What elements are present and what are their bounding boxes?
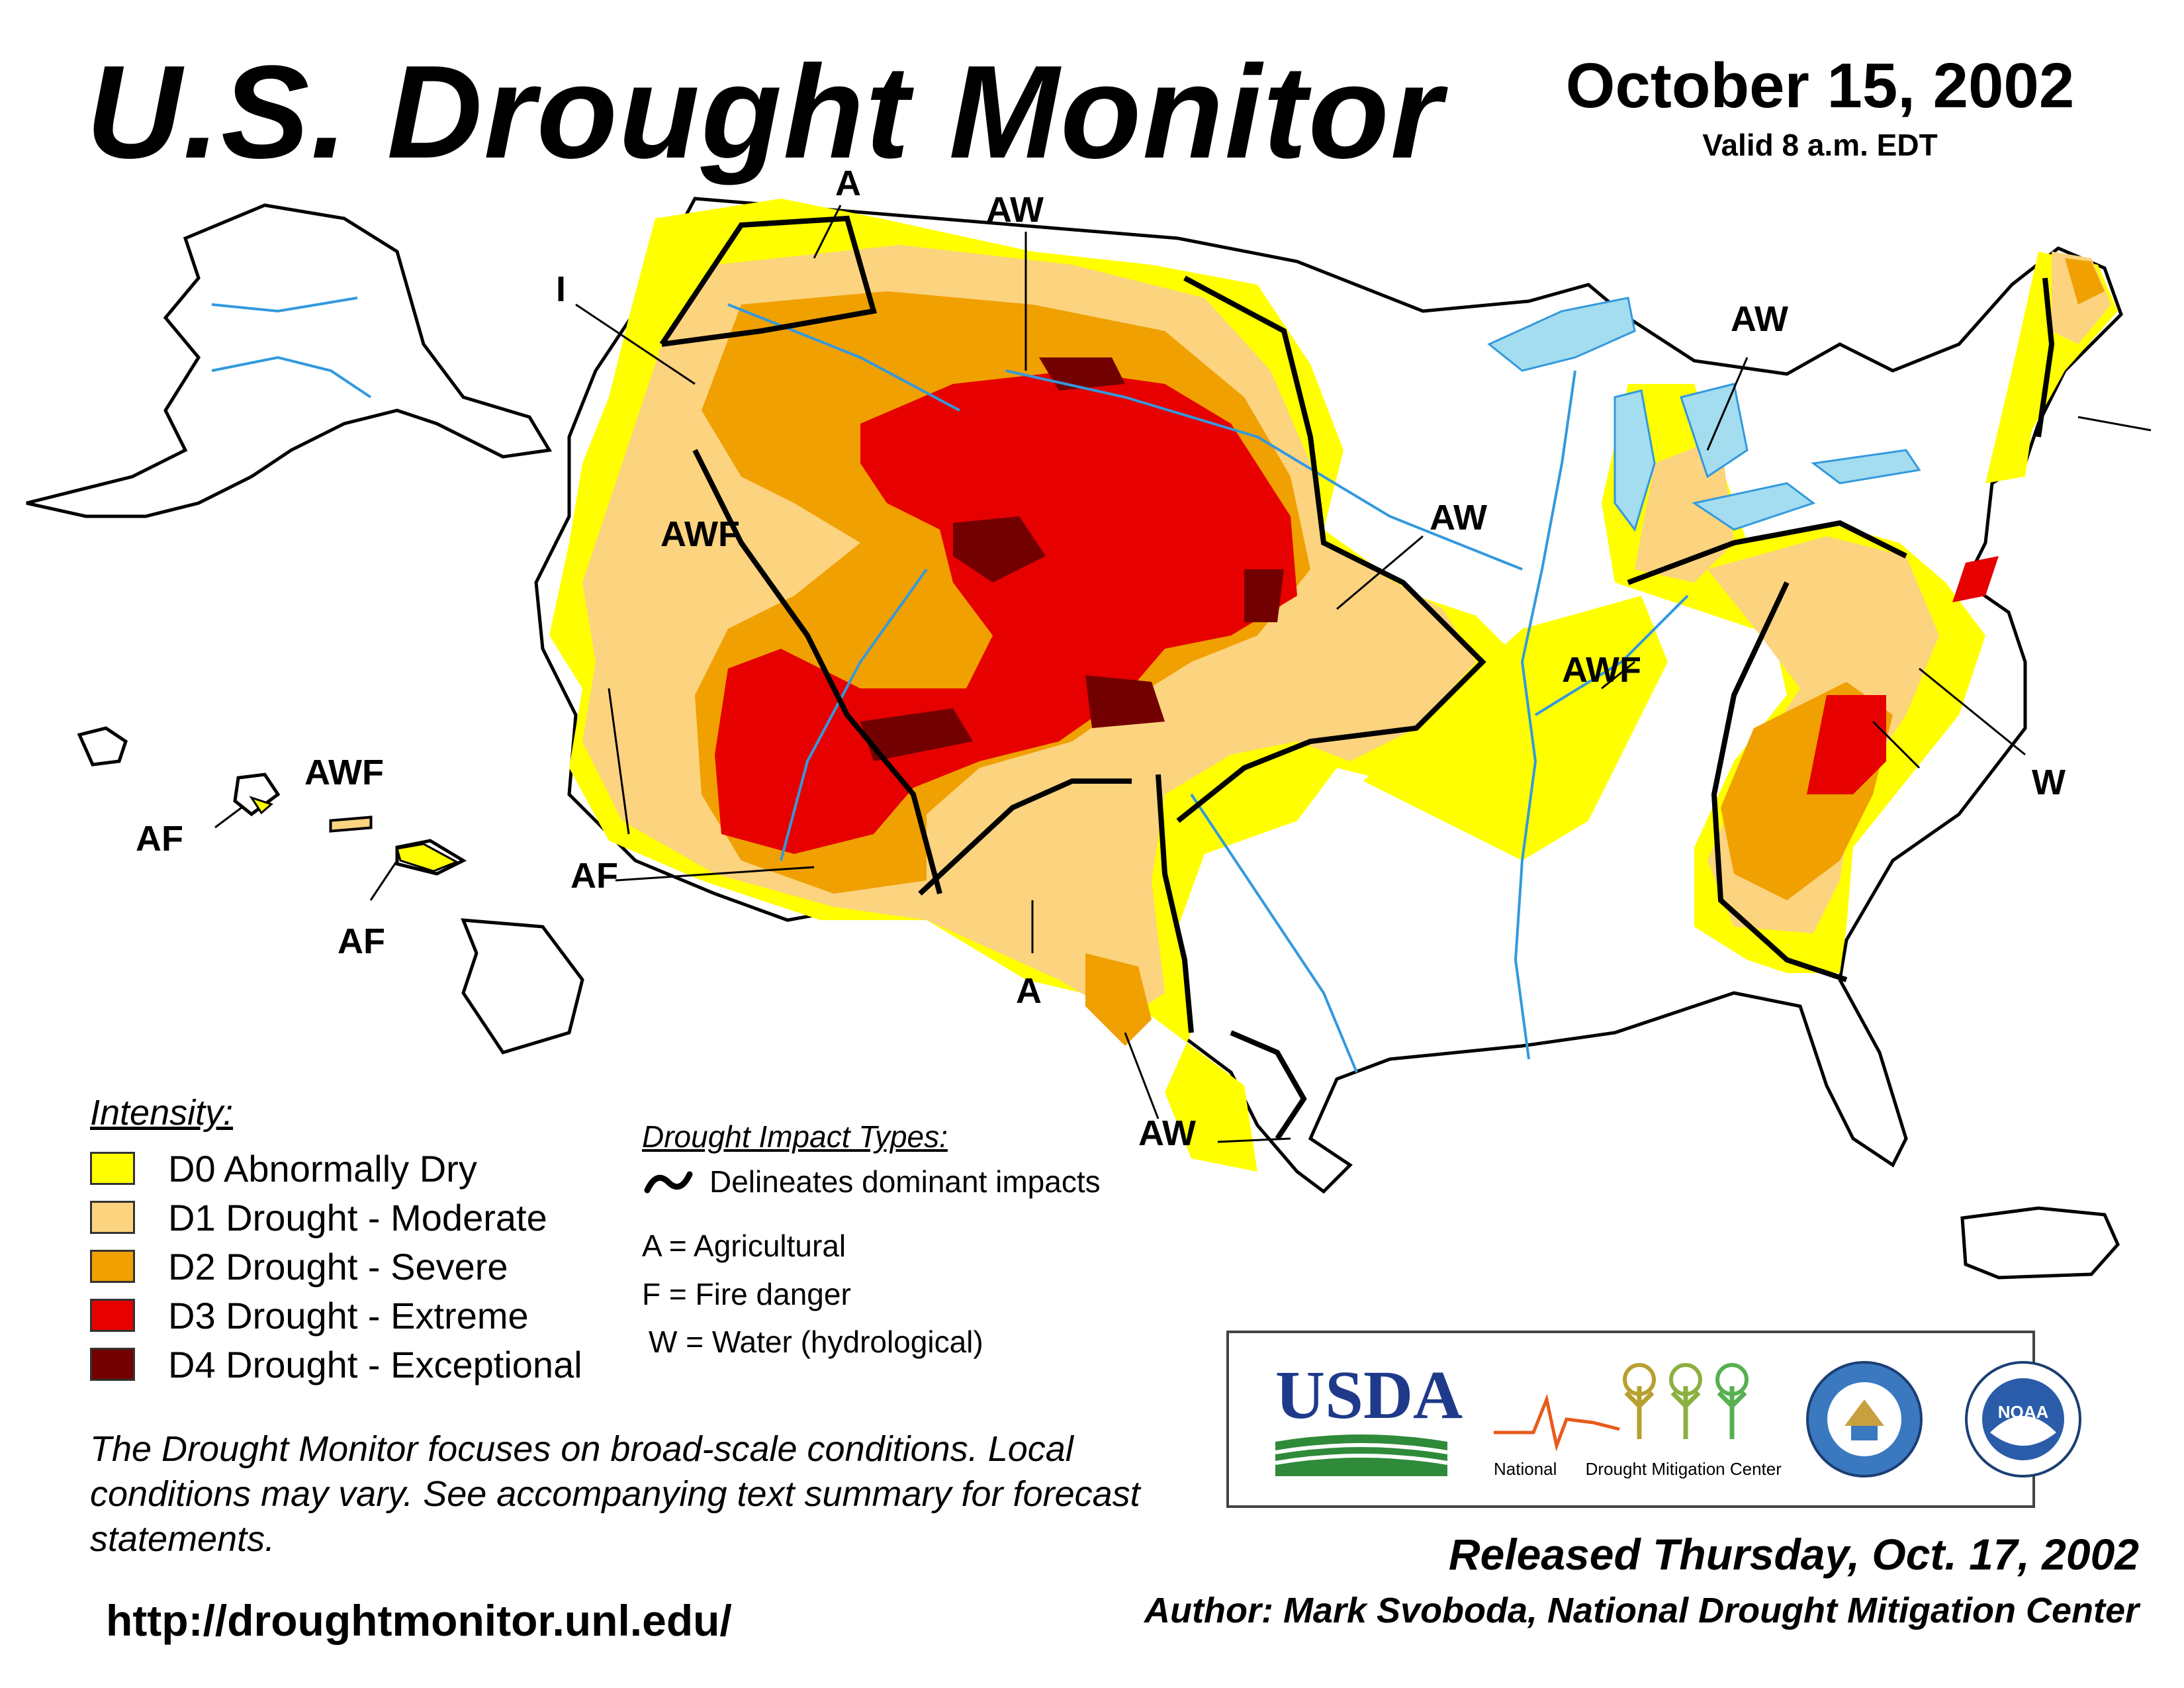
delineation-line-icon	[644, 1171, 693, 1194]
impact-agricultural: A = Agricultural	[642, 1229, 846, 1263]
legend-label: D1 Drought - Moderate	[168, 1196, 547, 1239]
d1-east	[1635, 437, 1939, 933]
legend-item-d1: D1 Drought - Moderate	[90, 1196, 547, 1239]
impact-label: AWF	[660, 514, 740, 554]
release-date: Released Thursday, Oct. 17, 2002	[1448, 1530, 2139, 1579]
trees-icon	[1494, 1363, 1749, 1452]
impact-delineation-key: Delineates dominant impacts	[642, 1164, 1101, 1199]
puerto-rico	[1960, 1206, 2120, 1280]
ndmc-logo: National Drought Mitigation Center	[1494, 1360, 1782, 1492]
impact-label: AW	[1138, 1113, 1196, 1153]
hawaii-d1	[330, 816, 372, 832]
valid-time: Valid 8 a.m. EDT	[1702, 128, 1938, 162]
impact-label: AW	[1430, 498, 1487, 538]
author: Author: Mark Svoboda, National Drought M…	[1144, 1591, 2139, 1630]
d4-areas	[860, 357, 1284, 761]
impact-label: AW	[986, 190, 1044, 230]
usda-logo: USDA	[1275, 1357, 1463, 1479]
delineates-text: Delineates dominant impacts	[709, 1164, 1101, 1199]
impact-boundaries	[659, 215, 2055, 1141]
legend-label: D2 Drought - Severe	[168, 1245, 508, 1288]
legend-item-d0: D0 Abnormally Dry	[90, 1147, 477, 1190]
impact-label: AW	[1731, 299, 1788, 339]
usda-wordmark: USDA	[1275, 1357, 1463, 1433]
great-lakes	[1487, 297, 1921, 532]
d3-east	[1807, 556, 1999, 794]
sponsor-logos: USDA National Drought Mitigation Center	[1226, 1331, 2081, 1508]
legend-swatch	[90, 1152, 135, 1185]
impact-label: A	[1016, 971, 1042, 1011]
impact-label: AWF	[1562, 650, 1641, 690]
impact-water: W = Water (hydrological)	[649, 1325, 983, 1359]
d2-maine	[2065, 258, 2105, 305]
hawaii-d0	[249, 796, 459, 872]
ndmc-word-national: National	[1494, 1459, 1557, 1479]
disclaimer: The Drought Monitor focuses on broad-sca…	[90, 1429, 1140, 1559]
impact-label: AF	[338, 921, 385, 961]
legend-label: D0 Abnormally Dry	[168, 1147, 477, 1190]
ndmc-wordmark: National Drought Mitigation Center	[1494, 1459, 1782, 1479]
legend-swatch	[90, 1299, 135, 1332]
usda-field-icon	[1275, 1434, 1448, 1476]
legend-item-d3: D3 Drought - Extreme	[90, 1294, 529, 1336]
leader-lines	[575, 205, 2152, 1143]
impact-types-title: Drought Impact Types:	[642, 1119, 948, 1154]
legend-item-d2: D2 Drought - Severe	[90, 1245, 508, 1288]
legend-label: D3 Drought - Extreme	[168, 1294, 529, 1336]
d2-texas	[1085, 953, 1152, 1046]
commerce-seal-icon	[1806, 1361, 1923, 1477]
impact-label: A	[835, 164, 861, 203]
alaska-rivers	[211, 297, 372, 399]
legend-title: Intensity:	[90, 1093, 234, 1133]
d0-midwest	[1363, 596, 1668, 861]
legend-label: D4 Drought - Exceptional	[168, 1343, 582, 1385]
ndmc-word-center: Drought Mitigation Center	[1585, 1459, 1782, 1479]
noaa-logo-icon: NOAA	[1965, 1361, 2081, 1477]
impact-label: W	[2032, 763, 2066, 802]
noaa-text: NOAA	[1998, 1402, 2049, 1422]
rivers	[727, 303, 1689, 1073]
impact-fire: F = Fire danger	[642, 1277, 851, 1311]
legend-swatch	[90, 1250, 135, 1283]
impact-label: I	[556, 269, 567, 309]
map-date: October 15, 2002	[1565, 50, 2075, 121]
legend-swatch	[90, 1201, 135, 1234]
legend-item-d4: D4 Drought - Exceptional	[90, 1343, 582, 1385]
website-link[interactable]: http://droughtmonitor.unl.edu/	[106, 1596, 732, 1645]
impact-label: AF	[136, 819, 183, 859]
map-title: U.S. Drought Monitor	[86, 38, 1443, 186]
impact-label: AWF	[304, 753, 384, 792]
legend-swatch	[90, 1348, 135, 1381]
impact-label: AF	[570, 856, 618, 896]
